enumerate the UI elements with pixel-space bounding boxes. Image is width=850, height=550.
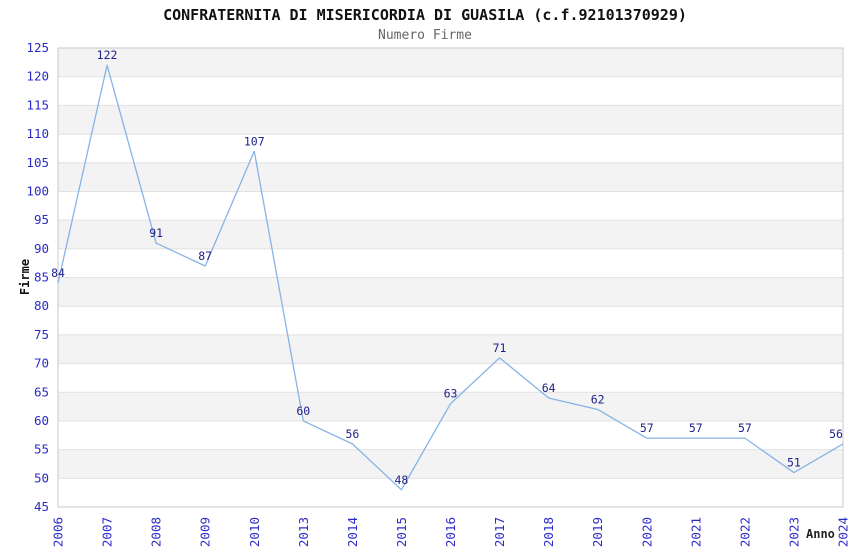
data-point-label: 57 — [689, 421, 703, 435]
data-point-label: 51 — [787, 456, 801, 470]
x-tick-label: 2024 — [836, 517, 850, 547]
x-axis-title: Anno — [806, 527, 835, 541]
y-tick-label: 125 — [26, 40, 49, 55]
y-tick-label: 75 — [34, 327, 49, 342]
y-tick-label: 50 — [34, 470, 49, 485]
plot-border — [57, 47, 844, 508]
data-point-label: 60 — [296, 404, 310, 418]
data-point-label: 71 — [493, 341, 507, 355]
background-band — [58, 220, 843, 249]
x-tick-label: 2020 — [639, 517, 654, 547]
y-tick-label: 90 — [34, 241, 49, 256]
y-tick-label: 120 — [26, 69, 49, 84]
background-band — [58, 392, 843, 421]
data-line — [57, 64, 844, 491]
data-point-label: 84 — [51, 266, 65, 280]
data-point-label: 122 — [97, 48, 118, 62]
x-tick-label: 2018 — [541, 517, 556, 547]
background-band — [58, 162, 843, 192]
x-tick-label: 2008 — [149, 517, 164, 547]
data-point-label: 63 — [444, 387, 458, 401]
y-tick-label: 80 — [34, 298, 49, 313]
x-tick-label: 2022 — [737, 517, 752, 547]
x-tick-label: 2010 — [247, 517, 262, 547]
data-point-label: 62 — [591, 392, 605, 406]
y-tick-label: 85 — [34, 270, 49, 285]
x-tick-label: 2019 — [590, 517, 605, 547]
background-band — [58, 449, 843, 479]
y-tick-label: 100 — [26, 183, 49, 198]
data-point-label: 64 — [542, 381, 556, 395]
data-point-label: 48 — [395, 473, 409, 487]
x-tick-label: 2009 — [198, 517, 213, 547]
x-tick-label: 2007 — [100, 517, 115, 547]
data-point-label: 57 — [640, 421, 654, 435]
chart-subtitle: Numero Firme — [378, 28, 472, 43]
x-tick-label: 2023 — [786, 517, 801, 547]
background-band — [58, 277, 843, 307]
x-tick-label: 2013 — [296, 517, 311, 547]
background-band — [58, 334, 843, 364]
data-point-label: 56 — [345, 427, 359, 441]
y-tick-label: 110 — [26, 126, 49, 141]
background-band — [58, 48, 843, 77]
data-point-label: 107 — [244, 134, 265, 148]
x-tick-label: 2014 — [345, 517, 360, 547]
x-tick-label: 2015 — [394, 517, 409, 547]
data-point-label: 56 — [829, 427, 843, 441]
y-tick-label: 115 — [26, 97, 49, 112]
y-tick-label: 65 — [34, 384, 49, 399]
x-tick-label: 2017 — [492, 517, 507, 547]
x-tick-label: 2016 — [443, 517, 458, 547]
x-tick-label: 2006 — [51, 517, 66, 547]
y-tick-label: 60 — [34, 413, 49, 428]
y-tick-label: 95 — [34, 212, 49, 227]
data-point-label: 87 — [198, 249, 212, 263]
y-tick-label: 55 — [34, 442, 49, 457]
y-tick-label: 105 — [26, 155, 49, 170]
x-tick-label: 2021 — [688, 517, 703, 547]
y-tick-label: 45 — [34, 499, 49, 514]
y-tick-label: 70 — [34, 356, 49, 371]
chart-title: CONFRATERNITA DI MISERICORDIA DI GUASILA… — [163, 6, 687, 24]
data-point-label: 57 — [738, 421, 752, 435]
data-point-label: 91 — [149, 226, 163, 240]
background-band — [58, 105, 843, 135]
